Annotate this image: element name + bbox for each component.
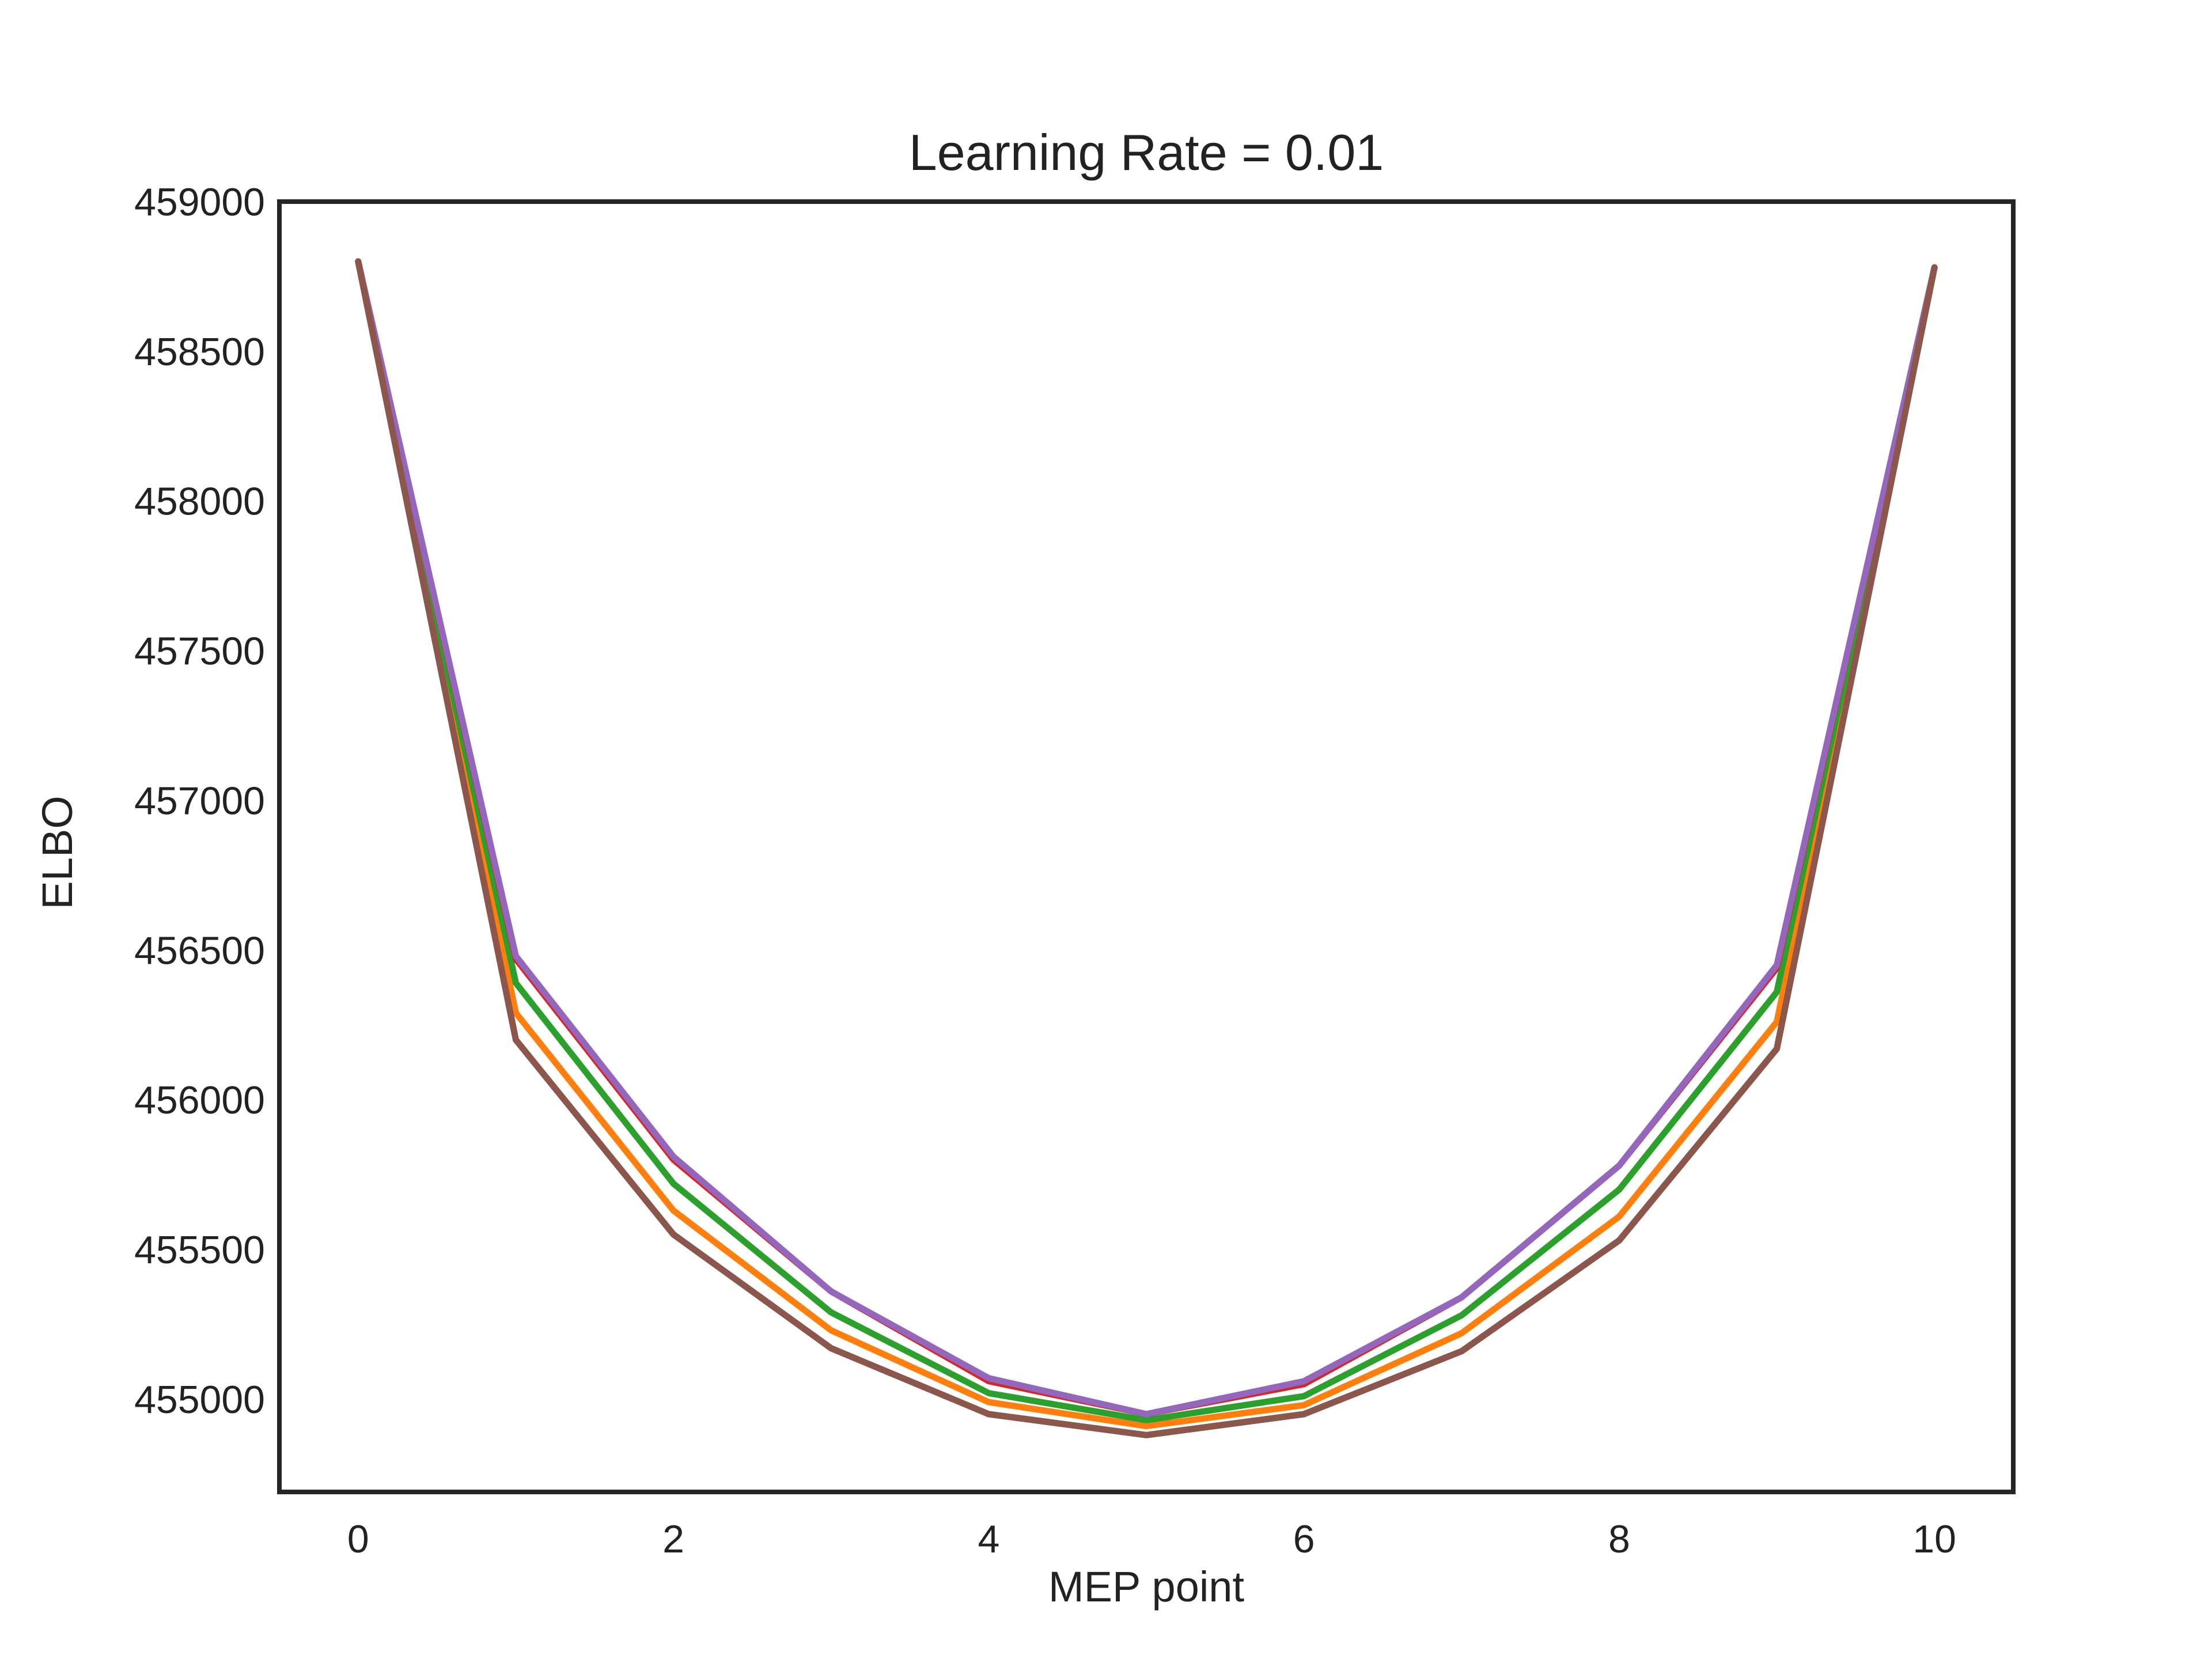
y-axis-ticks: 455000 455500 456000 456500 457000 457500 4580…: [134, 180, 265, 1422]
y-tick-label: 457500: [134, 630, 265, 673]
y-axis-label: ELBO: [33, 796, 81, 909]
series-line-4: [355, 258, 1938, 1418]
series-line-5: [355, 258, 1938, 1418]
x-axis-label: MEP point: [1048, 1563, 1244, 1611]
series-line-1: [355, 258, 1938, 1438]
y-tick-label: 458000: [134, 480, 265, 524]
y-tick-label: 455500: [134, 1228, 265, 1272]
y-tick-label: 456000: [134, 1078, 265, 1122]
chart-title: Learning Rate = 0.01: [909, 124, 1384, 181]
y-tick-label: 457000: [134, 779, 265, 823]
y-tick-label: 456500: [134, 929, 265, 972]
x-tick-label: 10: [1912, 1517, 1956, 1561]
series-layer: [355, 258, 1938, 1438]
y-tick-label: 455000: [134, 1378, 265, 1422]
x-axis-ticks: 0 2 4 6 8 10: [347, 1517, 1956, 1561]
x-tick-label: 2: [662, 1517, 684, 1561]
x-tick-label: 8: [1608, 1517, 1630, 1561]
x-tick-label: 0: [347, 1517, 369, 1561]
series-line-6: [355, 258, 1938, 1438]
series-line-2: [355, 258, 1938, 1430]
y-tick-label: 459000: [134, 180, 265, 224]
series-line-3: [355, 258, 1938, 1423]
x-tick-label: 4: [978, 1517, 999, 1561]
plot-frame: [277, 199, 2016, 1494]
y-tick-label: 458500: [134, 330, 265, 374]
x-tick-label: 6: [1293, 1517, 1315, 1561]
